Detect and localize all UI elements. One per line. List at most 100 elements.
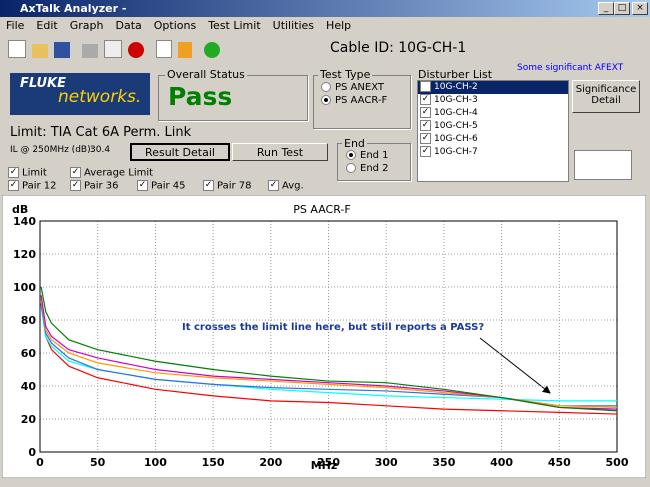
checkbox-box: ✓ (8, 167, 19, 178)
end-group (337, 143, 411, 181)
checkbox-label: Pair 78 (217, 180, 252, 192)
il-label: IL @ 250MHz (dB): (10, 145, 94, 155)
status-value: Pass (168, 82, 233, 111)
menu-item[interactable]: Utilities (272, 19, 315, 32)
list-item[interactable]: ✓ 10G-CH-5 (418, 120, 568, 133)
checkbox[interactable]: ✓ (420, 133, 431, 144)
toolbar (8, 40, 220, 61)
note: Some significant AFEXT (517, 63, 624, 73)
radio[interactable]: End 1 (346, 150, 389, 161)
disturber-list[interactable]: ✓ 10G-CH-2 ✓ 10G-CH-3 ✓ 10G-CH-4 ✓ 10G-CH-5 ✓ 10G… (417, 80, 569, 182)
menu-item[interactable]: Data (115, 19, 142, 32)
checkbox[interactable]: ✓ Pair 12 (8, 180, 57, 192)
annotation-arrow (479, 337, 551, 394)
checkbox[interactable]: ✓ Limit (8, 167, 47, 179)
radio-label: End 1 (360, 150, 389, 161)
y-tick-label: 140 (13, 215, 36, 228)
checkbox[interactable]: ✓ Pair 36 (70, 180, 119, 192)
y-tick-label: 120 (13, 248, 36, 261)
x-tick-label: 500 (606, 456, 629, 469)
logo-sub: networks. (58, 87, 142, 107)
checkbox-label: Average Limit (84, 167, 154, 179)
list-item[interactable]: ✓ 10G-CH-2 (418, 81, 568, 94)
y-axis-label: dB (12, 203, 28, 216)
y-tick-label: 80 (21, 314, 37, 327)
x-tick-label: 50 (90, 456, 106, 469)
list-item[interactable]: ✓ 10G-CH-4 (418, 107, 568, 120)
chart: PS AACR-F dB MHz It crosses the limit li… (2, 195, 646, 478)
checkbox[interactable]: ✓ Pair 45 (137, 180, 186, 192)
test-type-label: Test Type (318, 68, 373, 81)
checkbox-box: ✓ (70, 167, 81, 178)
list-item-label: 10G-CH-7 (434, 147, 478, 157)
button[interactable]: Result Detail (130, 143, 230, 161)
menu-item[interactable]: File (6, 19, 25, 32)
x-axis-label: MHz (311, 459, 338, 472)
line (40, 303, 618, 415)
radio-label: PS AACR-F (335, 95, 388, 106)
checkbox-label: Pair 36 (84, 180, 119, 192)
window-title: AxTalk Analyzer - (20, 2, 127, 15)
checkbox[interactable]: ✓ (420, 94, 431, 105)
checkbox-label: Pair 12 (22, 180, 57, 192)
radio[interactable]: PS ANEXT (321, 82, 384, 93)
menu-item[interactable]: Graph (69, 19, 104, 32)
checkbox-box: ✓ (70, 180, 81, 191)
logo: FLUKE networks. (10, 73, 150, 115)
checkbox-box: ✓ (203, 180, 214, 191)
list-item-label: 10G-CH-6 (434, 134, 478, 144)
menu-item[interactable]: Help (326, 19, 352, 32)
list-item[interactable]: ✓ 10G-CH-3 (418, 94, 568, 107)
cable-id: Cable ID: 10G-CH-1 (330, 40, 467, 56)
list-item-label: 10G-CH-5 (434, 121, 478, 131)
x-tick-label: 300 (375, 456, 398, 469)
checkbox-box: ✓ (8, 180, 19, 191)
title-bar: AxTalk Analyzer - _ □ × (0, 0, 650, 17)
line (40, 286, 618, 412)
close[interactable]: × (632, 2, 648, 15)
x-tick-label: 250 (317, 456, 340, 469)
x-tick-label: 150 (202, 456, 225, 469)
menu-item[interactable]: Edit (36, 19, 58, 32)
menu-bar: File Edit Graph Data Options Test Limit Utilit… (0, 17, 357, 34)
chart-title: PS AACR-F (293, 203, 350, 216)
radio[interactable]: End 2 (346, 163, 389, 174)
checkbox[interactable]: ✓ (420, 107, 431, 118)
text-box[interactable] (574, 150, 632, 180)
plot-frame (39, 220, 618, 453)
radio-label: End 2 (360, 163, 389, 174)
x-tick-label: 400 (490, 456, 513, 469)
button[interactable]: Significance Detail (572, 80, 640, 113)
y-tick-label: 60 (21, 347, 37, 360)
y-tick-label: 20 (21, 413, 37, 426)
line (40, 306, 617, 402)
checkbox-box: ✓ (268, 180, 279, 191)
checkbox[interactable]: ✓ (420, 146, 431, 157)
menu-item[interactable]: Options (153, 19, 197, 32)
checkbox-label: Pair 45 (151, 180, 186, 192)
checkbox[interactable]: ✓ Avg. (268, 180, 304, 192)
limit-text: Limit: TIA Cat 6A Perm. Link (10, 125, 192, 140)
menu-item[interactable]: Test Limit (208, 19, 261, 32)
x-tick-label: 0 (36, 456, 44, 469)
checkbox[interactable]: ✓ Pair 78 (203, 180, 252, 192)
maximize[interactable]: □ (614, 2, 630, 15)
annotation: It crosses the limit line here, but stil… (182, 322, 484, 333)
disturber-label: Disturber List (418, 68, 493, 81)
radio[interactable]: PS AACR-F (321, 95, 387, 106)
x-tick-label: 350 (432, 456, 455, 469)
minimize[interactable]: _ (598, 2, 614, 15)
checkbox[interactable]: ✓ Average Limit (70, 167, 153, 179)
checkbox[interactable]: ✓ (420, 81, 431, 92)
checkbox[interactable]: ✓ (420, 120, 431, 131)
il-value: 30.4 (90, 145, 111, 155)
status-label: Overall Status (165, 68, 247, 81)
end-label: End (342, 137, 367, 150)
y-tick-label: 40 (21, 380, 37, 393)
list-item[interactable]: ✓ 10G-CH-6 (418, 133, 568, 146)
x-tick-label: 200 (259, 456, 282, 469)
button[interactable]: Run Test (232, 143, 328, 161)
list-item[interactable]: ✓ 10G-CH-7 (418, 146, 568, 159)
x-tick-label: 450 (548, 456, 571, 469)
